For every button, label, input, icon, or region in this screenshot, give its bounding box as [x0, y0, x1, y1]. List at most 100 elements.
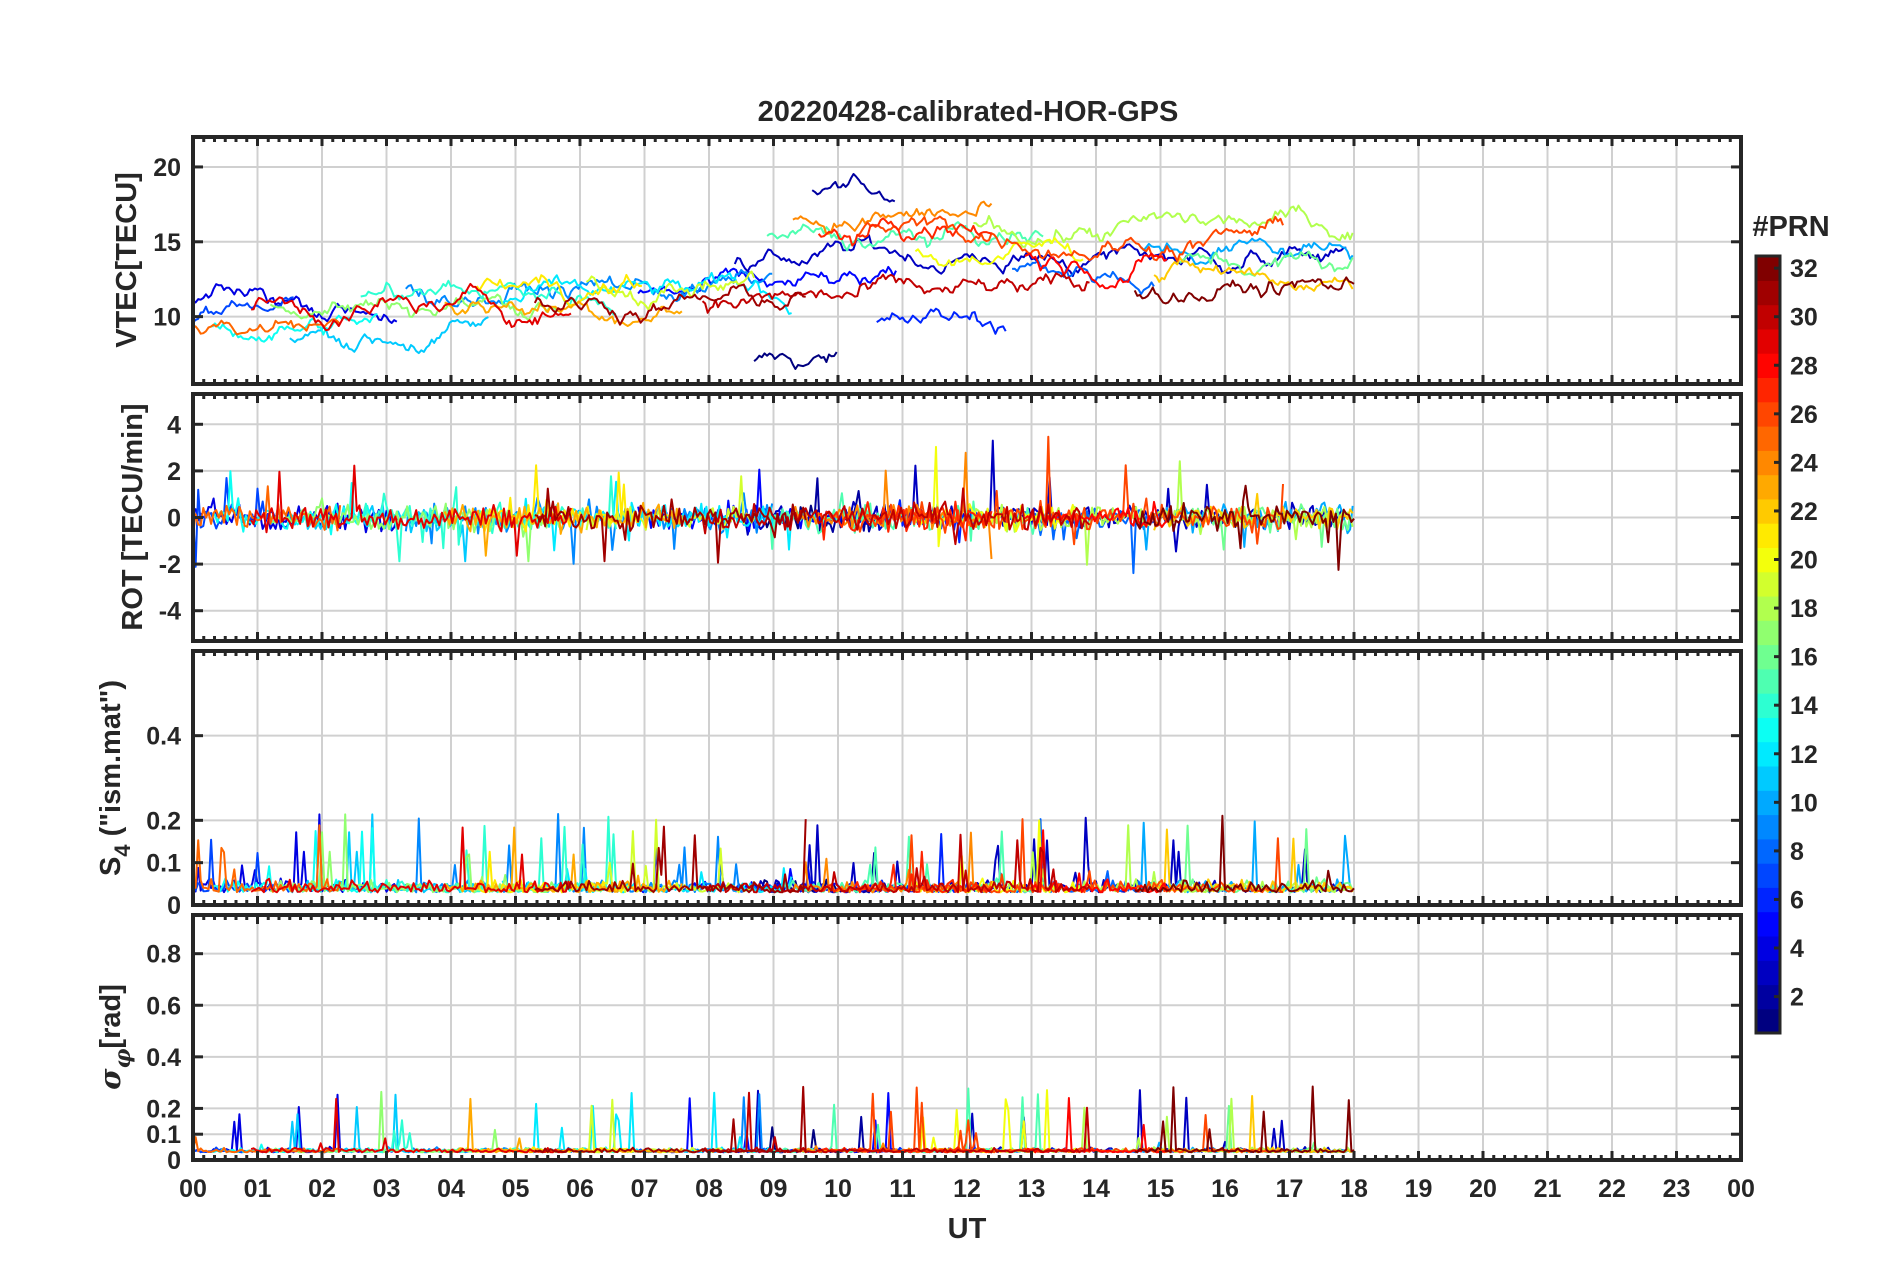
x-tick-label: 14 — [1082, 1175, 1110, 1203]
vtec-series-prn-4 — [192, 283, 398, 324]
panel-sigphi-ytick-label: 0.8 — [146, 941, 181, 969]
colorbar-tick-label: 18 — [1790, 595, 1818, 623]
panel-sigphi: 00.10.2 0.4 0.6 0.8 σφ[rad] — [93, 913, 1743, 1175]
sigphi-series-prn-28 — [1024, 1097, 1168, 1154]
vtec-series-prn-18 — [973, 204, 1354, 248]
colorbar-swatch — [1756, 328, 1780, 354]
x-tick-label: 18 — [1340, 1175, 1368, 1203]
colorbar-frame — [1754, 254, 1782, 1035]
x-tick-label: 22 — [1598, 1175, 1626, 1203]
panel-sigphi-ticks — [191, 915, 1743, 1162]
colorbar-tick-label: 28 — [1790, 352, 1818, 380]
panel-sigphi-ytick-label: 0.1 — [146, 1121, 181, 1149]
rot-series-prn-29 — [250, 464, 572, 557]
panel-s4-ytick-label: 0.1 — [146, 850, 181, 878]
colorbar-tick-label: 4 — [1790, 935, 1804, 963]
rot-series-prn-30 — [701, 487, 1091, 546]
colorbar-swatch — [1756, 426, 1780, 451]
vtec-series-prn-22 — [1153, 256, 1354, 292]
panel-s4-ytick-labels: 0 0.1 0.2 0.4 — [146, 723, 181, 920]
s4-series-prn-31 — [534, 819, 807, 894]
panel-vtec-ytick-label: 20 — [153, 154, 181, 182]
vtec-series-prn-2 — [811, 173, 896, 203]
panel-s4-ticks — [191, 651, 1743, 907]
colorbar-tick-label: 16 — [1790, 644, 1818, 672]
panel-s4-ylabel-sub: 4 — [110, 844, 135, 857]
colorbar-tick-label: 22 — [1790, 498, 1818, 526]
x-tick-label: 20 — [1469, 1175, 1497, 1203]
vtec-series-prn-16 — [1179, 250, 1354, 277]
colorbar-swatch — [1756, 717, 1780, 743]
colorbar-swatches — [1756, 256, 1780, 1034]
colorbar-tick-label: 8 — [1790, 838, 1804, 866]
x-tick-label: 01 — [244, 1175, 272, 1203]
vtec-series-prn-10 — [1140, 237, 1354, 265]
panel-sigphi-ylabel-main: σ — [93, 1068, 127, 1090]
sigphi-series-prn-32 — [1134, 1085, 1355, 1154]
vtec-series-prn-6 — [876, 307, 1007, 335]
sigphi-series-prn-29 — [250, 1097, 572, 1154]
x-tick-label: 19 — [1405, 1175, 1433, 1203]
colorbar-swatch — [1756, 911, 1780, 937]
colorbar-swatch — [1756, 863, 1780, 888]
vtec-series-prn-29 — [251, 282, 572, 332]
panel-vtec-ticks — [191, 137, 1743, 384]
chart-title: 20220428-calibrated-HOR-GPS — [758, 96, 1179, 128]
s4-series-prn-25 — [192, 824, 342, 894]
vtec-series-prn-26 — [856, 215, 1284, 262]
vtec-series-prn-1 — [753, 351, 838, 370]
panel-rot-ytick-label: -2 — [159, 551, 181, 579]
panel-sigphi-ytick-label: 0.4 — [146, 1044, 181, 1072]
vtec-series-prn-31 — [533, 283, 806, 326]
x-tick-label: 06 — [566, 1175, 594, 1203]
colorbar-title: #PRN — [1752, 211, 1829, 243]
panel-rot-ytick-label: -4 — [159, 598, 181, 626]
panel-rot-series — [192, 435, 1355, 575]
vtec-series-prn-20 — [914, 236, 1084, 267]
x-tick-label: 03 — [373, 1175, 401, 1203]
panel-s4-series — [192, 813, 1355, 894]
colorbar-swatch — [1756, 814, 1780, 840]
panel-s4: 0 0.1 0.2 0.4 S4 ("ism.mat") — [95, 649, 1743, 920]
panel-s4-ytick-label: 0 — [167, 892, 181, 920]
x-tick-label: 13 — [1018, 1175, 1046, 1203]
x-tick-label: 02 — [308, 1175, 336, 1203]
x-tick-labels: 00 01 02 03 04 05 06 07 08 09 10 11 12 13 14 15 16 17 18 19… — [179, 1175, 1755, 1203]
x-tick-label: 04 — [437, 1175, 465, 1203]
colorbar-tick-label: 24 — [1790, 449, 1818, 477]
colorbar-tick-label: 26 — [1790, 401, 1818, 429]
colorbar-tick-label: 10 — [1790, 789, 1818, 817]
colorbar-swatch — [1756, 668, 1780, 694]
x-tick-label: 00 — [1727, 1175, 1755, 1203]
x-tick-label: 07 — [631, 1175, 659, 1203]
colorbar-tick-label: 2 — [1790, 984, 1804, 1012]
panel-rot-ticks — [191, 394, 1743, 641]
panel-sigphi-ytick-label: 0.6 — [146, 992, 181, 1020]
rot-series-prn-25 — [192, 485, 342, 535]
panel-rot-ytick-label: 0 — [167, 505, 181, 533]
rot-series-prn-28 — [1024, 500, 1168, 528]
rot-series-prn-31 — [534, 487, 807, 564]
panel-sigphi-ylabel: σφ[rad] — [93, 984, 136, 1090]
colorbar-swatch — [1756, 571, 1780, 597]
x-tick-label: 09 — [760, 1175, 788, 1203]
colorbar-tick-label: 6 — [1790, 886, 1804, 914]
panel-rot-ytick-label: 4 — [167, 411, 181, 439]
vtec-series-prn-24 — [792, 200, 993, 235]
colorbar-tick-label: 32 — [1790, 255, 1818, 283]
vtec-series-prn-28 — [1024, 252, 1168, 290]
vtec-series-prn-27 — [817, 217, 992, 247]
x-tick-label: 15 — [1147, 1175, 1175, 1203]
s4-series-prn-29 — [250, 826, 572, 894]
panel-sigphi-ytick-label: 0 — [167, 1147, 181, 1175]
colorbar-swatch — [1756, 960, 1780, 986]
panel-rot-ytick-labels: -4 -2 0 2 4 — [159, 411, 181, 625]
colorbar-swatch — [1756, 474, 1780, 500]
colorbar-swatch — [1756, 620, 1780, 646]
colorbar-tick-label: 12 — [1790, 741, 1818, 769]
x-axis-label: UT — [948, 1213, 987, 1245]
x-tick-label: 10 — [824, 1175, 852, 1203]
vtec-series-prn-11 — [289, 316, 489, 355]
vtec-series-prn-25 — [192, 318, 341, 336]
